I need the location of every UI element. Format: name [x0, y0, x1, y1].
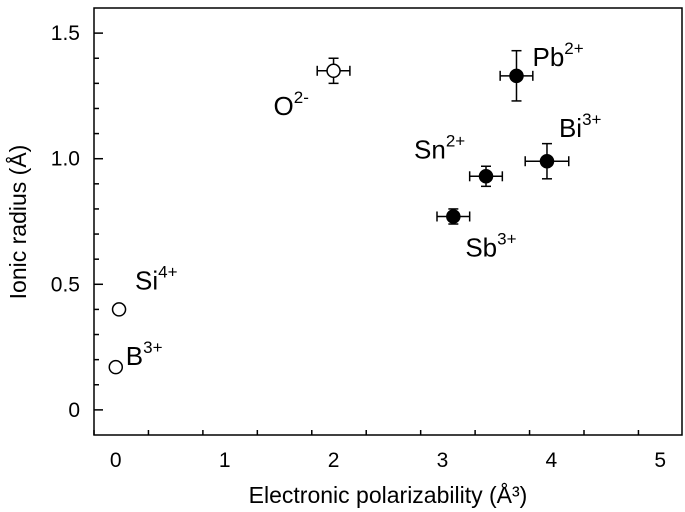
point-label-si: Si4+	[135, 262, 178, 295]
x-tick-label: 5	[654, 449, 666, 472]
point-marker	[539, 153, 555, 169]
ion-symbol: Bi	[559, 113, 582, 143]
ion-charge: 2-	[294, 88, 309, 107]
point-labels: B3+Si4+O2-Sb3+Sn2+ Bi3+Pb2+	[126, 39, 602, 371]
point-label-b: B3+	[126, 338, 163, 371]
point-sn	[468, 165, 504, 188]
y-tick-label: 1.5	[51, 22, 80, 45]
point-marker	[111, 302, 127, 317]
x-tick-label: 0	[110, 449, 122, 472]
point-pb	[499, 49, 534, 102]
point-label-bi: Bi3+	[559, 110, 602, 143]
point-label-sb: Sb3+	[465, 229, 516, 262]
ion-symbol: B	[126, 341, 143, 371]
x-tick-label: 2	[328, 449, 340, 472]
point-si	[111, 302, 127, 317]
y-axis-label: Ionic radius (Å)	[4, 145, 31, 300]
point-marker	[446, 209, 461, 224]
axis-ticks	[93, 32, 640, 435]
y-tick-label: 1.0	[51, 148, 80, 171]
ion-charge: 3+	[143, 338, 162, 357]
y-tick-labels: 0 0.5 1.0 1.5	[51, 22, 80, 422]
ion-charge: 2+	[446, 131, 465, 150]
ion-symbol: Sn	[414, 134, 446, 164]
ion-symbol: Pb	[532, 42, 564, 72]
ion-charge: 2+	[564, 39, 583, 58]
x-tick-label: 1	[219, 449, 231, 472]
point-bi	[524, 142, 570, 180]
ion-symbol: O	[274, 91, 294, 121]
plot-frame	[93, 7, 683, 436]
ion-charge: 3+	[497, 229, 516, 248]
data-points	[108, 49, 570, 375]
x-tick-label: 3	[437, 449, 449, 472]
point-label-pb: Pb2+	[532, 39, 583, 72]
ion-charge: 3+	[582, 110, 601, 129]
ion-symbol: Si	[135, 265, 158, 295]
point-sb	[436, 208, 471, 225]
y-tick-label: 0.5	[51, 273, 80, 296]
ion-charge: 4+	[158, 262, 177, 281]
point-o	[316, 57, 351, 85]
point-label-o: O2-	[274, 88, 309, 121]
point-marker	[108, 359, 124, 375]
x-tick-label: 4	[545, 449, 557, 472]
point-marker	[509, 68, 524, 84]
point-marker	[478, 169, 494, 184]
point-label-sn: Sn2+	[414, 131, 465, 164]
point-marker	[326, 63, 341, 79]
y-tick-label: 0	[68, 399, 80, 422]
x-axis-label: Electronic polarizability (Å³)	[249, 481, 528, 508]
ion-symbol: Sb	[465, 232, 497, 262]
point-b	[108, 359, 124, 375]
x-tick-labels: 0 1 2 3 4 5	[110, 449, 666, 472]
